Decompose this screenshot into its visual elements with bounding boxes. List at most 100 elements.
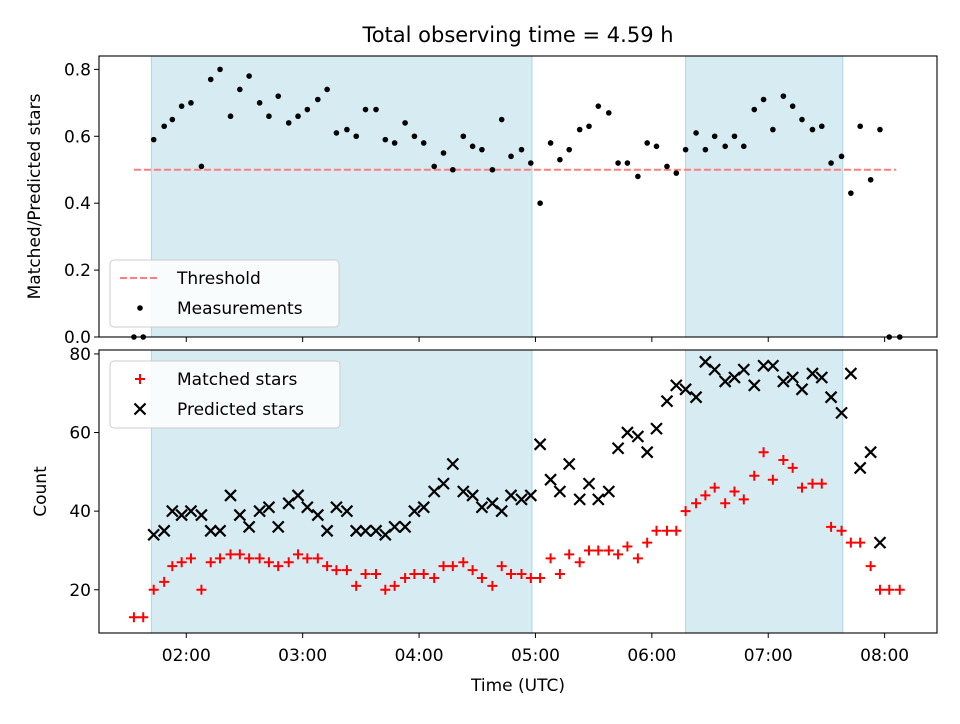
x-tick-label: 04:00 bbox=[395, 646, 444, 666]
data-point bbox=[709, 482, 720, 493]
data-point bbox=[351, 580, 362, 591]
y-tick-label: 0.4 bbox=[64, 194, 91, 214]
data-point bbox=[234, 549, 245, 560]
data-point bbox=[128, 612, 139, 623]
data-point bbox=[632, 553, 643, 564]
y-tick-label: 60 bbox=[69, 424, 91, 444]
data-point bbox=[304, 106, 311, 113]
legend-label: Measurements bbox=[177, 299, 303, 319]
data-point bbox=[420, 140, 427, 146]
y-tick-label: 80 bbox=[69, 345, 91, 365]
data-point bbox=[537, 200, 543, 206]
data-point bbox=[161, 123, 167, 130]
data-point bbox=[266, 113, 272, 120]
data-point bbox=[809, 126, 816, 133]
data-point bbox=[188, 100, 194, 106]
data-point bbox=[722, 143, 728, 150]
data-point bbox=[749, 470, 760, 481]
data-point bbox=[780, 93, 787, 99]
data-point bbox=[311, 508, 325, 522]
data-point bbox=[650, 422, 663, 435]
data-point bbox=[467, 565, 478, 576]
data-point bbox=[315, 96, 321, 103]
data-point bbox=[670, 379, 683, 392]
chart-title: Total observing time = 4.59 h bbox=[361, 23, 673, 47]
data-point bbox=[576, 126, 583, 133]
data-point bbox=[613, 549, 624, 560]
data-point bbox=[195, 508, 208, 522]
data-point bbox=[848, 190, 854, 196]
data-point bbox=[205, 557, 216, 568]
data-point bbox=[479, 146, 485, 153]
data-point bbox=[718, 375, 732, 388]
data-point bbox=[322, 561, 333, 572]
data-point bbox=[689, 390, 703, 404]
data-point bbox=[380, 584, 391, 595]
data-point bbox=[729, 486, 740, 497]
x-tick-label: 07:00 bbox=[744, 646, 793, 666]
data-point bbox=[864, 445, 877, 459]
y-tick-label: 0.8 bbox=[64, 60, 91, 80]
data-point bbox=[273, 561, 284, 572]
data-point bbox=[855, 537, 866, 548]
data-point bbox=[167, 561, 178, 572]
x-axis-label: Time (UTC) bbox=[470, 676, 565, 696]
data-point bbox=[411, 133, 418, 140]
data-point bbox=[438, 561, 449, 572]
data-point bbox=[562, 457, 576, 471]
data-point bbox=[147, 528, 160, 542]
data-point bbox=[263, 557, 274, 568]
legend-label: Matched stars bbox=[177, 370, 297, 390]
data-point bbox=[760, 96, 767, 103]
data-point bbox=[242, 520, 256, 534]
data-point bbox=[331, 565, 342, 576]
data-point bbox=[244, 553, 255, 564]
data-point bbox=[564, 549, 575, 560]
data-point bbox=[757, 359, 770, 372]
data-point bbox=[148, 584, 159, 595]
data-point bbox=[312, 553, 323, 564]
data-point bbox=[293, 549, 304, 560]
legend: Threshold Measurements bbox=[109, 259, 340, 328]
legend-box bbox=[109, 360, 341, 429]
data-point bbox=[389, 580, 400, 591]
x-tick-label: 03:00 bbox=[278, 646, 327, 666]
data-point bbox=[371, 569, 382, 580]
data-point bbox=[518, 146, 525, 153]
data-point bbox=[778, 455, 789, 466]
data-point bbox=[702, 146, 709, 153]
data-point bbox=[828, 160, 834, 166]
data-point bbox=[150, 136, 157, 143]
data-point bbox=[673, 170, 680, 176]
data-point bbox=[398, 520, 412, 534]
data-point bbox=[877, 126, 883, 133]
data-point bbox=[217, 66, 223, 73]
data-point bbox=[751, 106, 758, 113]
data-point bbox=[341, 565, 352, 576]
data-point bbox=[593, 545, 604, 556]
data-point bbox=[400, 572, 411, 583]
axes-frame bbox=[98, 349, 938, 634]
data-point bbox=[807, 478, 818, 489]
data-point bbox=[635, 173, 641, 180]
data-point bbox=[622, 541, 633, 552]
data-point bbox=[671, 525, 682, 536]
data-point bbox=[770, 126, 776, 133]
data-point bbox=[845, 537, 856, 548]
data-point bbox=[865, 561, 876, 572]
data-point bbox=[487, 580, 498, 591]
data-point bbox=[838, 153, 845, 160]
data-point bbox=[644, 140, 650, 146]
data-point bbox=[582, 477, 596, 490]
data-point bbox=[233, 508, 247, 522]
data-point bbox=[227, 113, 234, 120]
data-point bbox=[873, 536, 887, 549]
panel-2: 20 40 60 80 02:00 03:00 04:00 05:00 06:00 07:00 08… bbox=[31, 345, 938, 696]
y-axis-label: Count bbox=[31, 466, 51, 517]
legend-marker bbox=[135, 374, 145, 384]
data-point bbox=[700, 490, 711, 501]
legend-box bbox=[109, 259, 340, 328]
data-point bbox=[224, 489, 237, 502]
data-point bbox=[457, 485, 470, 498]
data-point bbox=[447, 561, 458, 572]
